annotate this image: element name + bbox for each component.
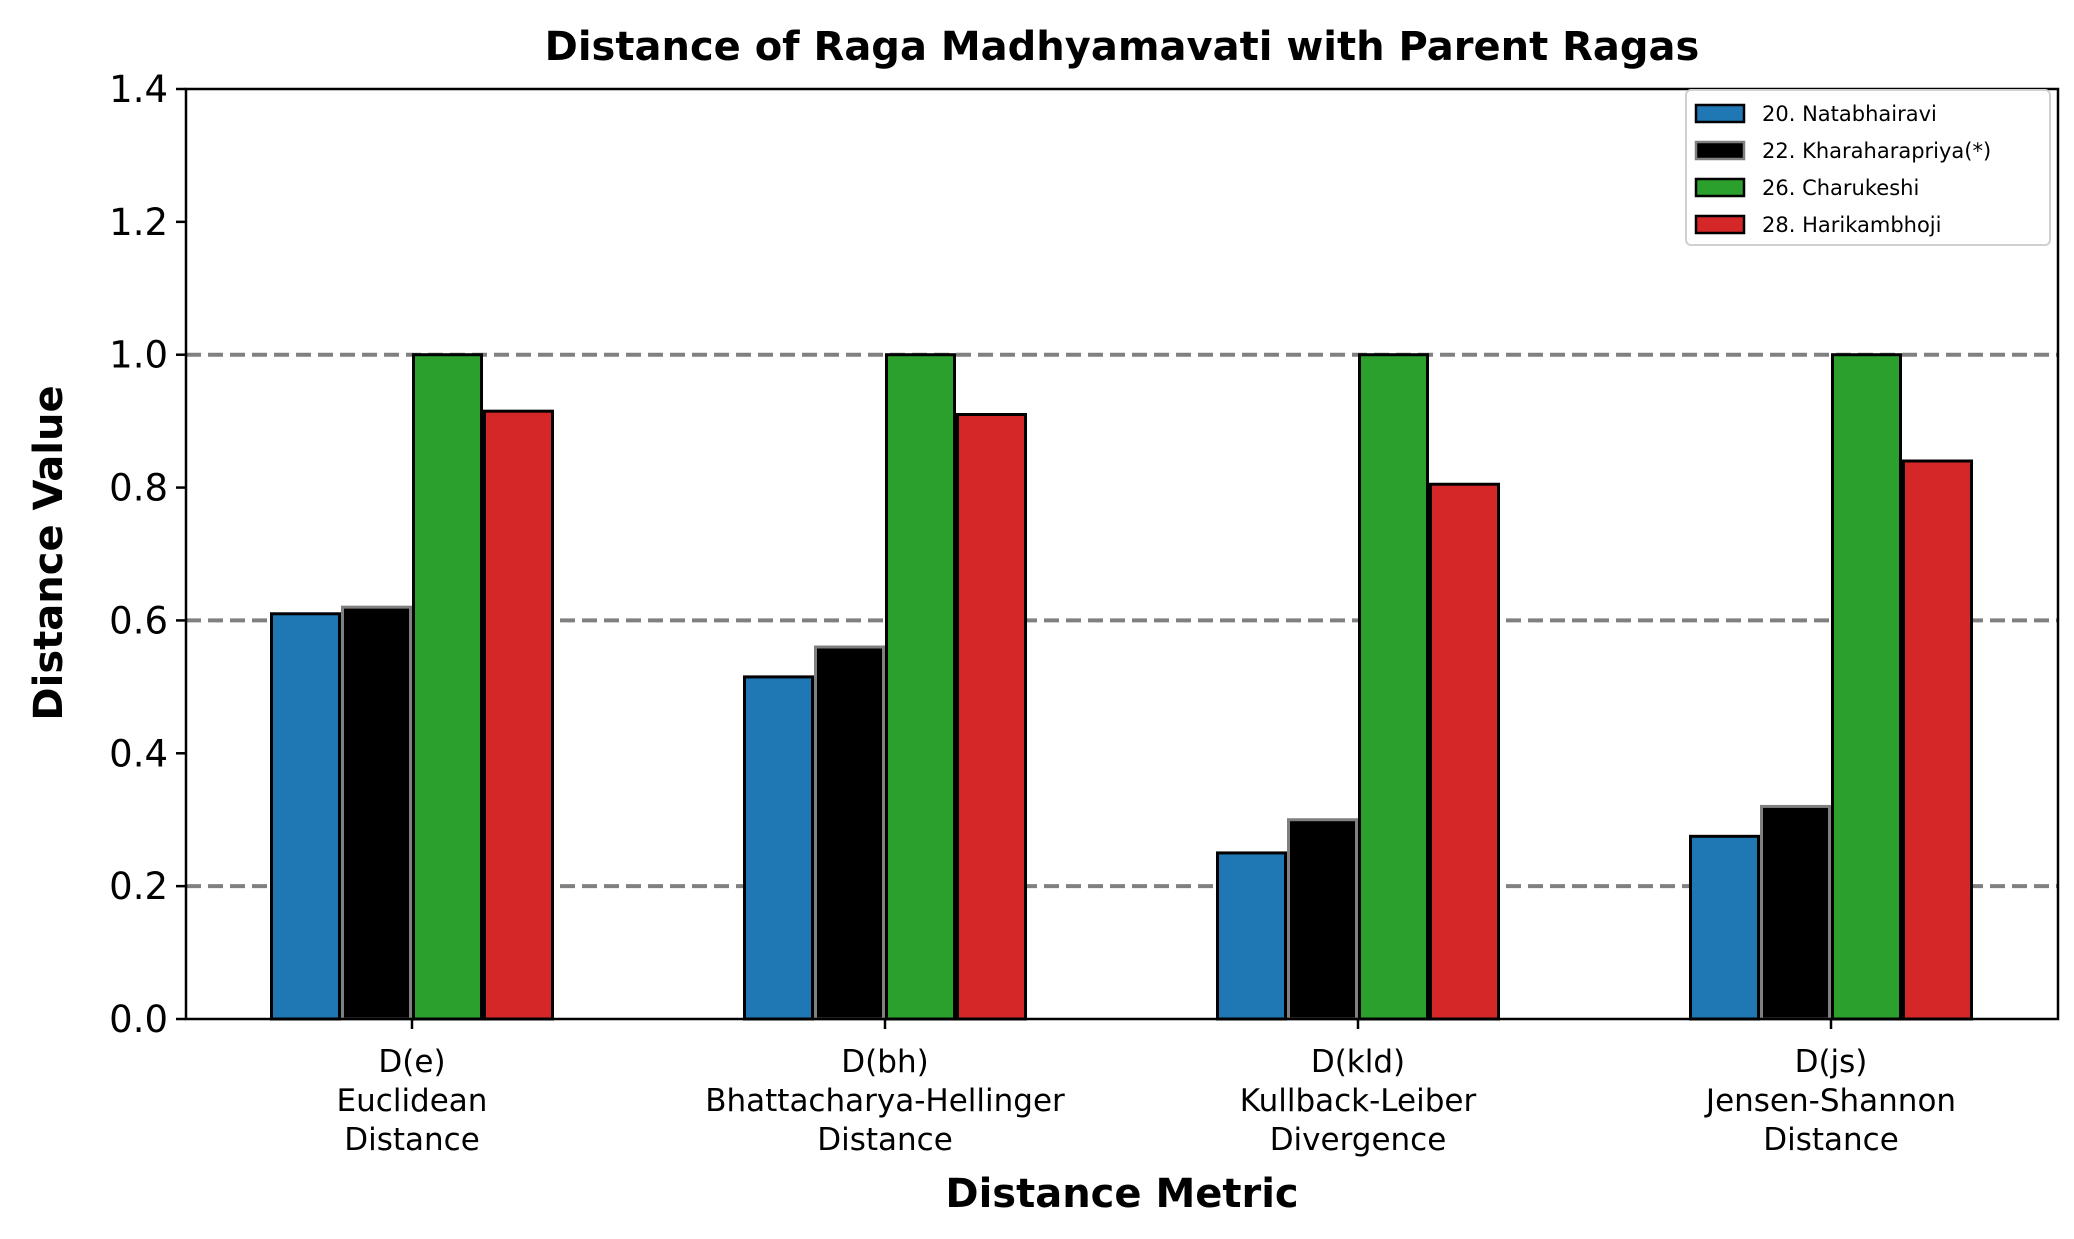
legend-swatch	[1694, 177, 1746, 198]
bar	[956, 413, 1027, 1021]
bar	[1358, 353, 1429, 1021]
y-tick-label: 0.4	[109, 732, 168, 775]
bar	[814, 645, 885, 1021]
chart-title: Distance of Raga Madhyamavati with Paren…	[545, 24, 1700, 70]
bar	[341, 605, 412, 1021]
x-tick-label: Distance	[817, 1122, 953, 1158]
y-tick-label: 0.0	[109, 998, 168, 1041]
y-tick-label: 1.2	[109, 201, 168, 244]
bar	[483, 409, 554, 1021]
x-tick-label: D(e)	[378, 1044, 445, 1080]
legend: 20. Natabhairavi 22. Kharaharapriya(*) 26.…	[1685, 89, 2051, 246]
x-tick-label: D(bh)	[841, 1044, 928, 1080]
bar	[1287, 818, 1358, 1021]
x-tick-label: Kullback-Leiber	[1240, 1083, 1477, 1119]
bar	[270, 612, 341, 1021]
legend-label: 26. Charukeshi	[1762, 176, 1919, 200]
plot-frame	[184, 87, 2060, 1021]
legend-label: 28. Harikambhoji	[1762, 213, 1941, 237]
x-tick-label: Euclidean	[337, 1083, 488, 1119]
y-tick-label: 0.2	[109, 865, 168, 908]
x-tick-label: Distance	[1763, 1122, 1899, 1158]
bar	[1689, 834, 1760, 1021]
x-tick-label: Jensen-Shannon	[1704, 1083, 1956, 1119]
bar	[1831, 353, 1902, 1021]
x-tick-label: Divergence	[1270, 1122, 1447, 1158]
y-tick-label: 1.0	[109, 334, 168, 377]
y-tick-label: 0.6	[109, 599, 168, 642]
legend-box	[1685, 89, 2051, 246]
y-axis-label: Distance Value	[26, 385, 72, 720]
axes: 0.00.20.40.60.81.01.21.4D(e)EuclideanDis…	[109, 68, 2060, 1158]
y-tick-label: 0.8	[109, 467, 168, 510]
legend-swatch	[1694, 103, 1746, 124]
legend-swatch	[1694, 214, 1746, 235]
x-tick-label: Distance	[344, 1122, 480, 1158]
x-axis-label: Distance Metric	[945, 1171, 1298, 1217]
bar	[1760, 804, 1831, 1021]
legend-label: 20. Natabhairavi	[1762, 102, 1937, 126]
legend-swatch	[1694, 140, 1746, 161]
bars	[270, 353, 1973, 1021]
bar	[1902, 459, 1973, 1021]
bar	[1429, 482, 1500, 1021]
x-tick-label: D(kld)	[1311, 1044, 1405, 1080]
x-tick-label: D(js)	[1795, 1044, 1868, 1080]
y-tick-label: 1.4	[109, 68, 168, 111]
bar	[743, 675, 814, 1021]
x-tick-label: Bhattacharya-Hellinger	[705, 1083, 1065, 1119]
bar	[412, 353, 483, 1021]
legend-label: 22. Kharaharapriya(*)	[1762, 139, 1991, 163]
bar	[1216, 851, 1287, 1021]
bar	[885, 353, 956, 1021]
